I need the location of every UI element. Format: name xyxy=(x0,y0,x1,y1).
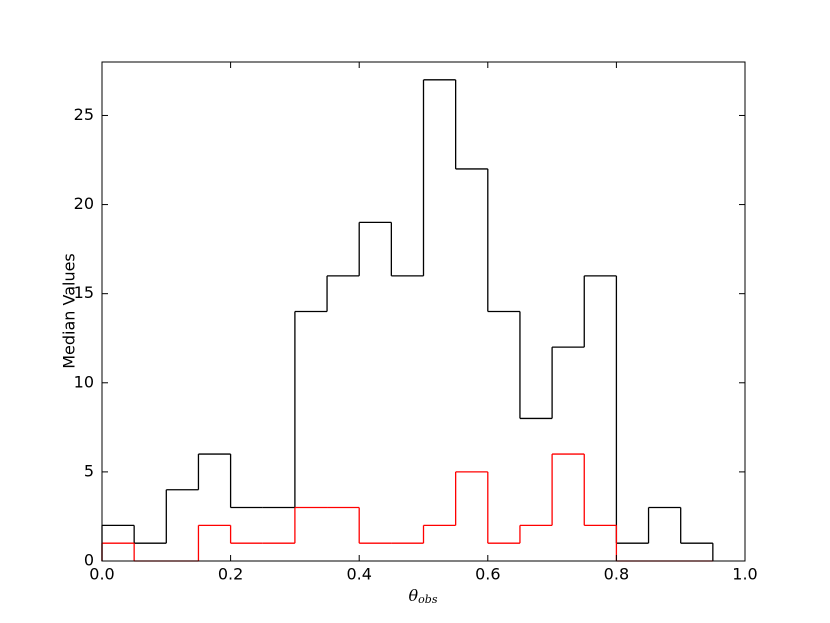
x-tick-label: 0.0 xyxy=(89,565,114,584)
x-tick-label: 0.4 xyxy=(346,565,371,584)
x-tick-label: 0.8 xyxy=(604,565,629,584)
y-tick-label: 15 xyxy=(74,283,94,302)
x-axis-subscript: obs xyxy=(418,593,438,606)
y-tick-label: 0 xyxy=(84,551,94,570)
y-tick-label: 10 xyxy=(74,372,94,391)
y-axis-label: Median Values xyxy=(60,253,79,369)
x-tick-label: 1.0 xyxy=(732,565,757,584)
y-tick-label: 25 xyxy=(74,105,94,124)
y-tick-label: 5 xyxy=(84,461,94,480)
x-axis-symbol: θ xyxy=(409,586,419,605)
x-axis-label: θobs xyxy=(409,586,438,607)
plot-frame xyxy=(101,61,746,562)
x-tick-label: 0.6 xyxy=(475,565,500,584)
y-tick-label: 20 xyxy=(74,194,94,213)
x-tick-label: 0.2 xyxy=(218,565,243,584)
